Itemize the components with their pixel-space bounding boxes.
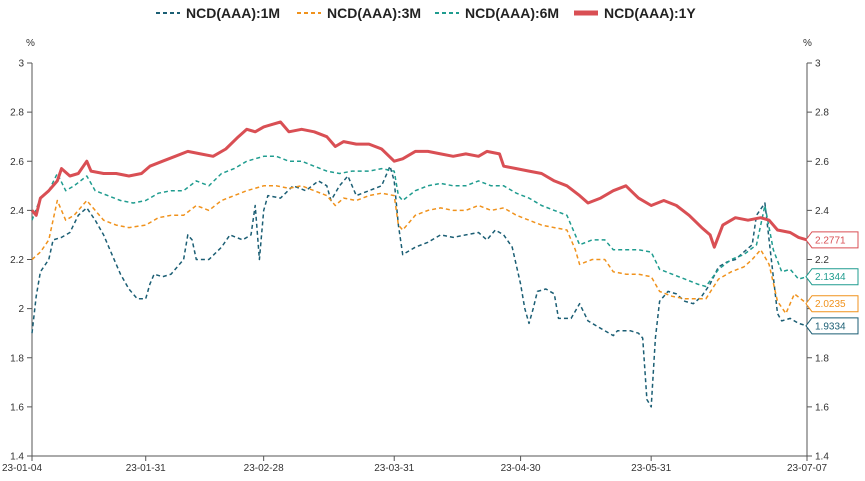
y-axis-unit-right: % <box>803 38 812 49</box>
y-tick-label-left: 1.6 <box>10 402 24 413</box>
y-tick-label-right: 2.2 <box>815 255 829 266</box>
end-labels: 2.2771 2.1344 2.0235 1.9334 <box>805 231 859 335</box>
legend: NCD(AAA):1M NCD(AAA):3M NCD(AAA):6M NCD(AAA… <box>156 5 696 21</box>
series-line <box>30 120 808 249</box>
y-tick-label-left: 1.8 <box>10 353 24 364</box>
series-line <box>31 155 808 288</box>
end-value-badge <box>805 295 859 313</box>
y-tick-label-left: 2.8 <box>10 108 24 119</box>
series-layer <box>30 120 808 408</box>
series-line <box>31 185 808 315</box>
legend-label: NCD(AAA):1Y <box>604 5 696 21</box>
end-value-label: 1.9334 <box>815 321 846 332</box>
y-tick-label-left: 1.4 <box>10 452 24 463</box>
end-value-label: 2.2771 <box>815 235 846 246</box>
y-tick-label-left: 3 <box>18 59 24 70</box>
y-tick-label-left: 2 <box>18 304 24 315</box>
y-tick-label-left: 2.2 <box>10 255 24 266</box>
y-tick-label-right: 1.4 <box>815 452 829 463</box>
y-tick-label-left: 2.6 <box>10 157 24 168</box>
x-tick-label: 23-05-31 <box>631 463 671 474</box>
legend-label: NCD(AAA):6M <box>465 5 559 21</box>
y-axis-unit-left: % <box>26 38 35 49</box>
x-tick-label: 23-04-30 <box>501 463 541 474</box>
y-tick-label-right: 2.6 <box>815 157 829 168</box>
x-tick-label: 23-01-31 <box>126 463 166 474</box>
x-tick-label: 23-07-07 <box>787 463 827 474</box>
legend-label: NCD(AAA):3M <box>327 5 421 21</box>
axes: % % 1.41.41.61.61.81.8222.22.22.42.42.62… <box>2 38 829 474</box>
x-tick-label: 23-02-28 <box>244 463 284 474</box>
end-value-badge <box>805 317 859 335</box>
end-value-label: 2.1344 <box>815 272 846 283</box>
series-line <box>31 165 808 408</box>
x-tick-label: 23-01-04 <box>2 463 42 474</box>
legend-label: NCD(AAA):1M <box>186 5 280 21</box>
y-tick-label-right: 1.8 <box>815 353 829 364</box>
y-tick-label-right: 2.8 <box>815 108 829 119</box>
y-tick-label-left: 2.4 <box>10 206 24 217</box>
y-tick-label-right: 1.6 <box>815 402 829 413</box>
y-tick-label-right: 3 <box>815 59 821 70</box>
y-tick-label-right: 2.4 <box>815 206 829 217</box>
end-value-badge <box>805 268 859 286</box>
x-tick-label: 23-03-31 <box>374 463 414 474</box>
end-value-badge <box>805 231 859 249</box>
end-value-label: 2.0235 <box>815 299 846 310</box>
